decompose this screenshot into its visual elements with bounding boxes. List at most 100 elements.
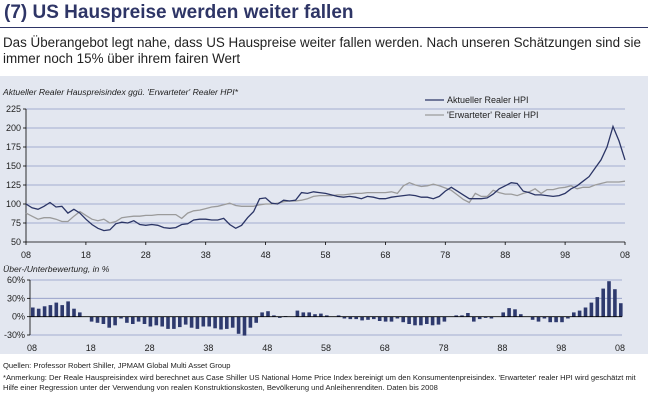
y-tick-label: 100	[6, 199, 21, 209]
valuation-bar	[383, 316, 388, 322]
valuation-bar	[419, 316, 423, 326]
valuation-bar	[389, 316, 394, 322]
valuation-bar	[501, 312, 505, 317]
valuation-bar	[78, 312, 82, 317]
y-tick-label: 175	[6, 142, 21, 152]
x-tick-label: 48	[261, 250, 271, 260]
valuation-bar	[583, 307, 588, 317]
x-tick-label: 68	[380, 250, 390, 260]
valuation-bar	[60, 305, 64, 317]
valuation-bar	[278, 316, 282, 318]
valuation-bar	[31, 307, 35, 317]
valuation-bar	[425, 316, 429, 324]
valuation-bar	[225, 316, 229, 329]
y-tick-label: 60%	[7, 275, 25, 285]
valuation-bar	[254, 316, 258, 323]
valuation-bar	[354, 316, 358, 320]
x-tick-label: 28	[145, 343, 155, 353]
actual-hpi-line	[25, 124, 626, 232]
valuation-bar	[207, 316, 211, 327]
valuation-bar	[407, 316, 411, 324]
y-tick-label: -30%	[4, 330, 25, 340]
x-tick-label: 88	[497, 343, 507, 353]
valuation-bar	[272, 315, 276, 317]
valuation-bar	[36, 308, 41, 317]
y-tick-label: 200	[6, 123, 21, 133]
valuation-bar	[101, 316, 106, 324]
valuation-bar	[554, 316, 558, 323]
bottom-chart-title: Über-/Unterbewertung, in %	[3, 264, 110, 274]
valuation-bar	[436, 316, 441, 325]
valuation-bar	[189, 316, 194, 328]
top-chart-title: Aktueller Realer Hauspreisindex ggü. 'Er…	[2, 87, 239, 97]
valuation-bar	[401, 316, 405, 323]
title-divider	[0, 27, 648, 28]
valuation-bar	[548, 316, 552, 323]
valuation-bar	[342, 316, 347, 319]
valuation-bar	[460, 315, 464, 317]
valuation-bar	[230, 316, 235, 328]
valuation-bar	[113, 316, 117, 326]
valuation-bar	[413, 316, 417, 326]
valuation-bar	[489, 316, 494, 319]
x-tick-label: 08	[27, 343, 37, 353]
valuation-bar	[131, 316, 135, 324]
legend-label-expected: 'Erwarteter' Realer HPI	[447, 110, 538, 120]
valuation-bar	[319, 313, 323, 317]
x-tick-label: 38	[203, 343, 213, 353]
x-tick-label: 88	[500, 250, 510, 260]
valuation-bar	[107, 316, 111, 328]
valuation-bar	[325, 315, 329, 317]
valuation-bar	[166, 316, 170, 329]
valuation-bar	[178, 316, 182, 328]
expected-hpi-line	[25, 180, 626, 224]
x-tick-label: 58	[321, 343, 331, 353]
footnote: *Anmerkung: Der Reale Hauspreisindex wir…	[3, 373, 636, 392]
valuation-bar	[442, 316, 447, 322]
valuation-bar	[142, 316, 147, 324]
valuation-bar	[307, 312, 311, 317]
x-tick-label: 18	[81, 250, 91, 260]
y-tick-label: 30%	[7, 293, 25, 303]
sources: Quellen: Professor Robert Shiller, JPMAM…	[3, 361, 231, 370]
valuation-bar	[301, 312, 306, 317]
valuation-bar	[536, 316, 541, 322]
x-tick-label: 68	[380, 343, 390, 353]
valuation-bar	[595, 297, 600, 317]
x-tick-label: 98	[556, 343, 566, 353]
valuation-bar	[213, 316, 217, 329]
x-tick-label: 08	[21, 250, 31, 260]
y-tick-label: 75	[11, 218, 21, 228]
valuation-bar	[466, 313, 470, 317]
valuation-bar	[236, 316, 241, 334]
y-tick-label: 150	[6, 161, 21, 171]
valuation-bar	[266, 311, 270, 317]
valuation-bar	[260, 312, 264, 317]
valuation-bar	[530, 316, 535, 320]
valuation-bar	[183, 316, 188, 325]
x-tick-label: 58	[320, 250, 330, 260]
valuation-bar	[572, 312, 576, 317]
legend-label-actual: Aktueller Realer HPI	[447, 95, 529, 105]
valuation-bar	[125, 316, 129, 323]
valuation-bar	[560, 316, 564, 323]
valuation-bar	[66, 301, 70, 317]
valuation-bar	[601, 288, 605, 317]
valuation-bar	[607, 281, 611, 317]
valuation-bar	[372, 316, 376, 320]
valuation-bar	[513, 309, 517, 317]
valuation-bar	[472, 316, 476, 322]
valuation-bar	[201, 316, 206, 327]
x-tick-label: 38	[201, 250, 211, 260]
x-tick-label: 28	[141, 250, 151, 260]
valuation-bar	[48, 305, 53, 317]
chart-panel	[0, 76, 648, 354]
valuation-bar	[242, 316, 247, 336]
y-tick-label: 0%	[12, 312, 25, 322]
valuation-bar	[219, 316, 223, 330]
valuation-bar	[136, 316, 141, 322]
valuation-bar	[360, 316, 364, 321]
valuation-bar	[295, 310, 300, 317]
x-tick-label: 78	[439, 343, 449, 353]
